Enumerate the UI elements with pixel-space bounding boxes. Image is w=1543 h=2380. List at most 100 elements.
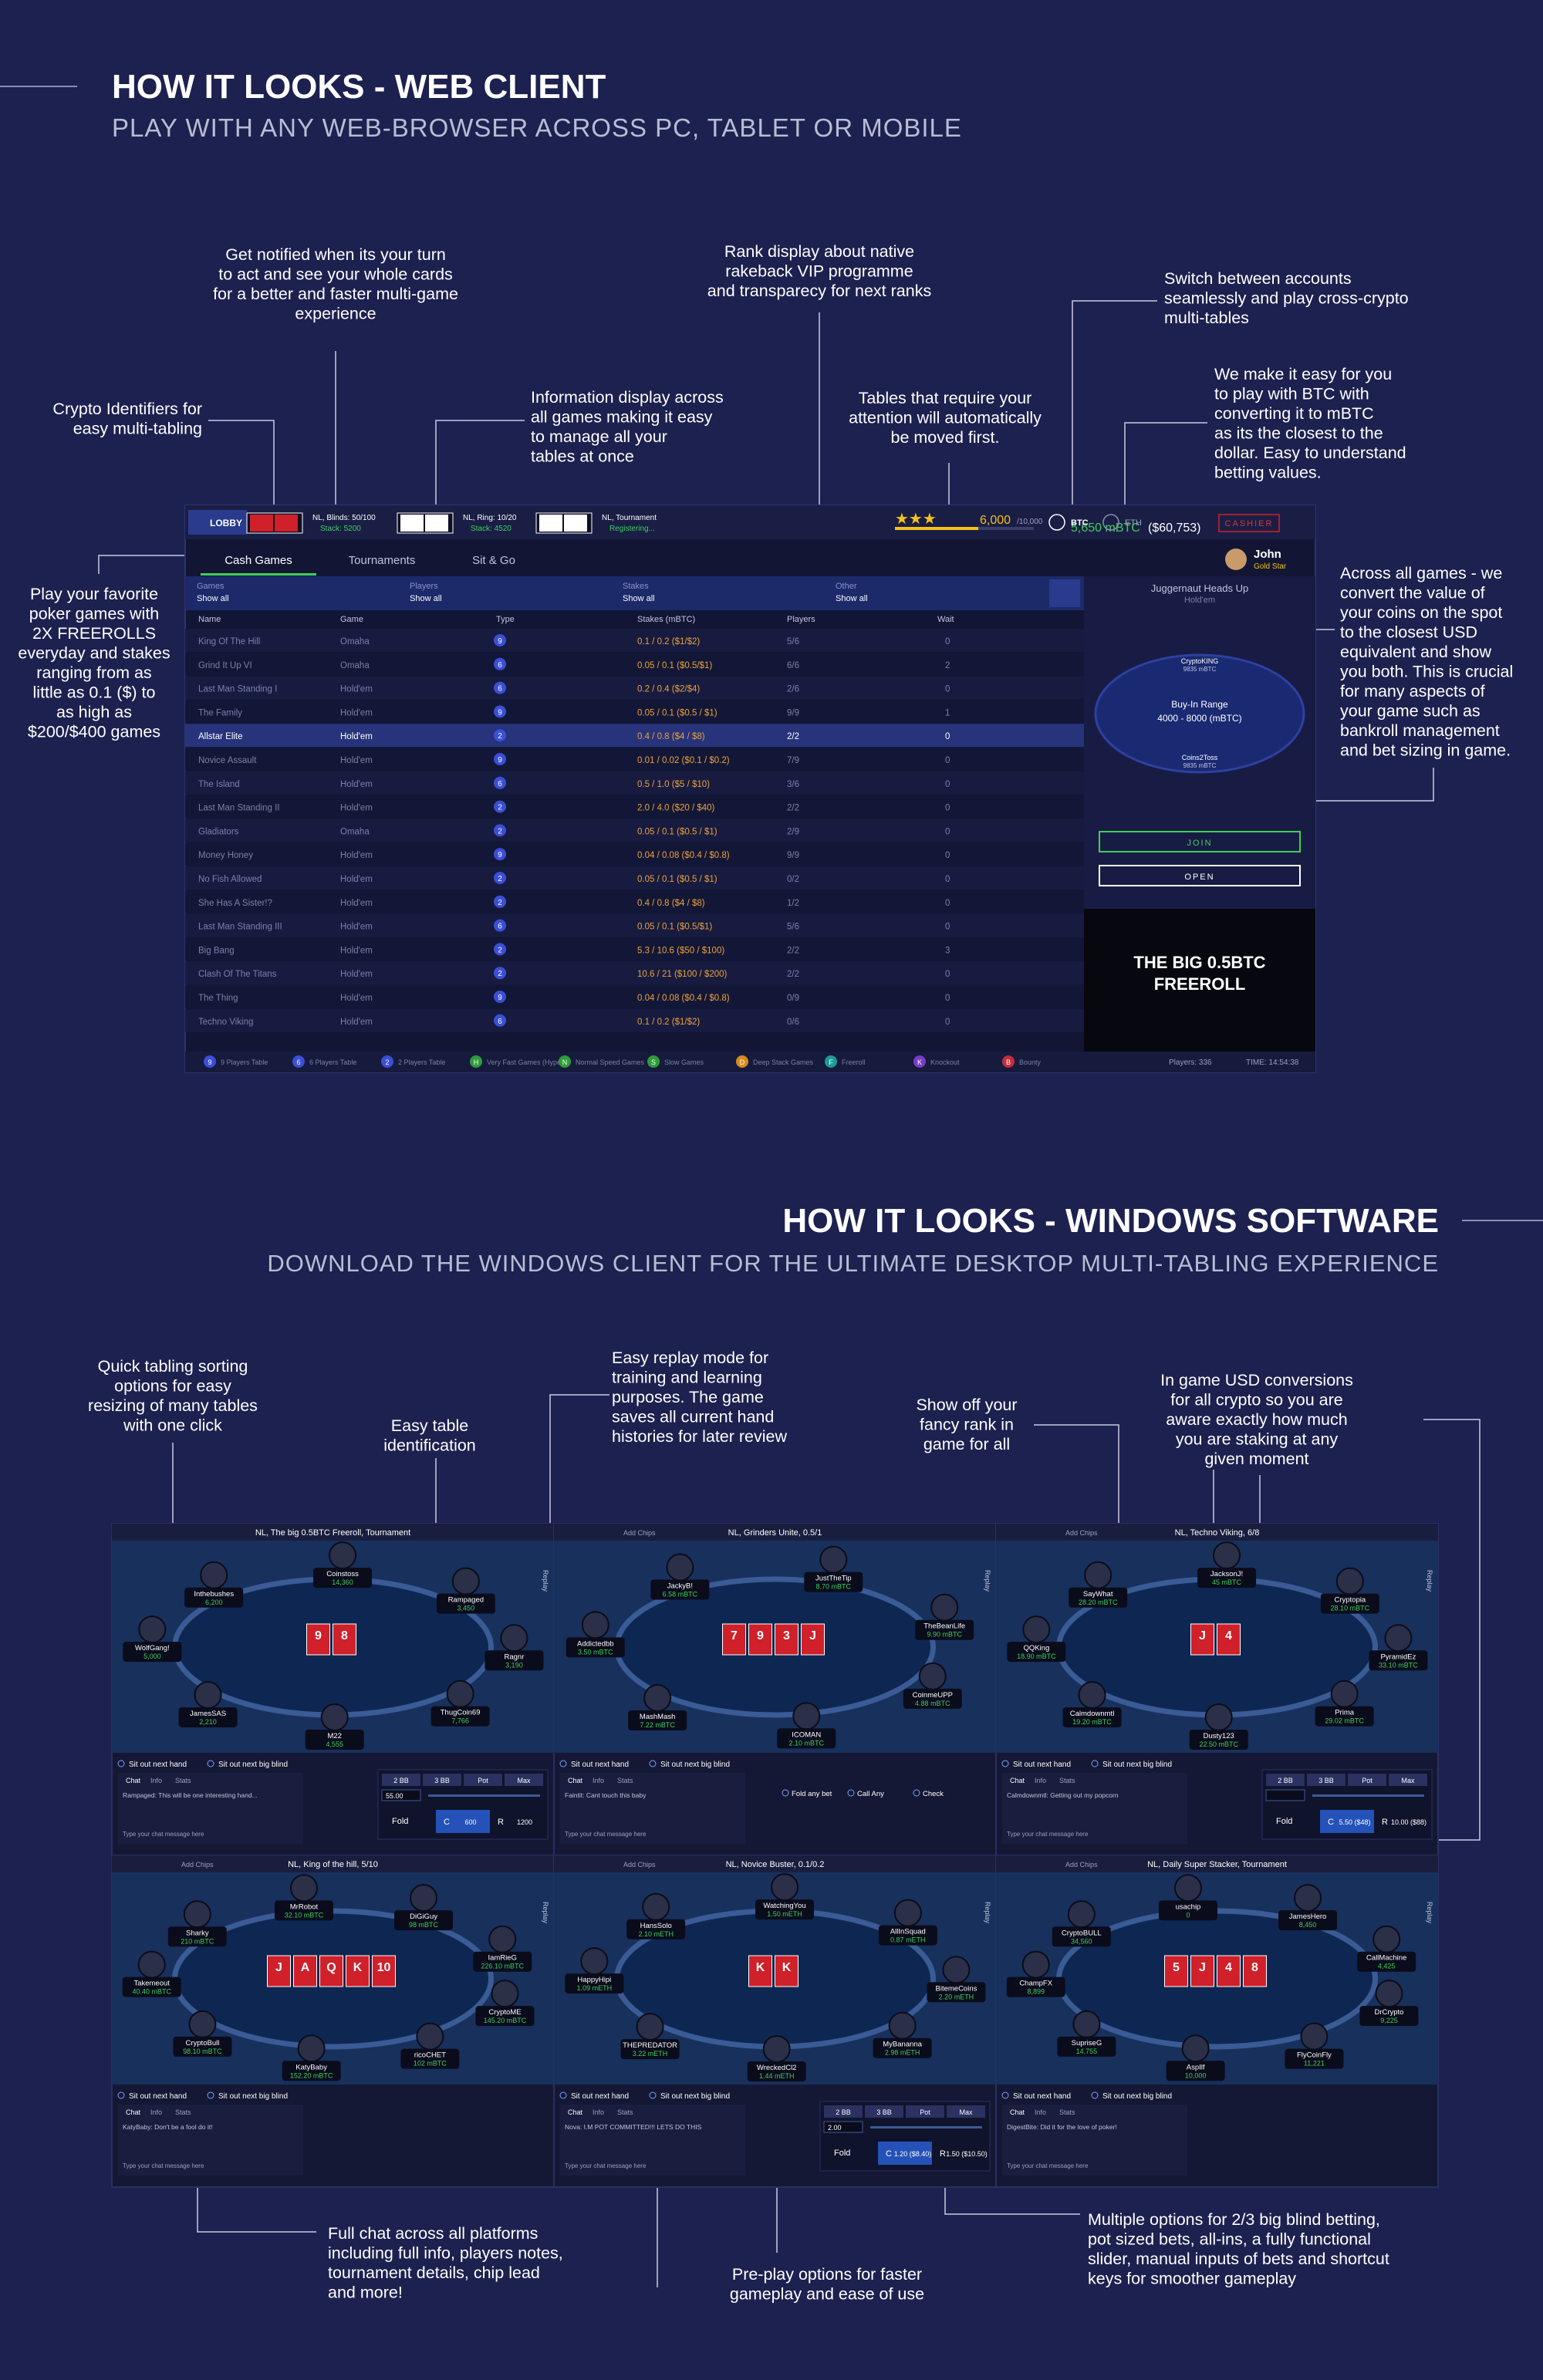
add-chips[interactable]: Add Chips — [623, 1861, 656, 1869]
chat-tab[interactable]: Chat — [1010, 1777, 1025, 1784]
fold-button[interactable]: Fold — [834, 2149, 850, 2158]
checkbox[interactable] — [207, 2091, 214, 2099]
bet-button[interactable] — [423, 1774, 461, 1786]
chat-tab[interactable]: Info — [593, 1777, 604, 1784]
checkbox[interactable] — [559, 1760, 567, 1767]
fold-button[interactable]: Fold — [1276, 1817, 1292, 1826]
checkbox[interactable] — [649, 2091, 657, 2099]
tab[interactable]: Cash Games — [225, 554, 292, 567]
add-chips[interactable]: Add Chips — [1065, 1529, 1098, 1537]
bet-button[interactable] — [947, 2105, 985, 2118]
bet-button[interactable] — [906, 2105, 944, 2118]
bet-button[interactable] — [1266, 1774, 1305, 1786]
bet-button[interactable] — [464, 1774, 502, 1786]
table-row[interactable] — [185, 866, 1084, 890]
replay-button[interactable]: Replay — [1426, 1902, 1433, 1924]
bet-button[interactable] — [382, 1774, 420, 1786]
checkbox[interactable] — [847, 1789, 855, 1797]
checkbox[interactable] — [207, 1760, 214, 1767]
table-row[interactable] — [185, 629, 1084, 652]
chat-tab[interactable]: Stats — [1059, 1777, 1075, 1784]
checkbox[interactable] — [1001, 2091, 1009, 2099]
raise-label[interactable]: R — [940, 2149, 946, 2159]
chat-tab[interactable]: Chat — [126, 1777, 141, 1784]
chat-tab[interactable]: Stats — [617, 1777, 633, 1784]
chat-tab[interactable]: Chat — [1010, 2108, 1025, 2116]
raise-label[interactable]: R — [498, 1818, 504, 1827]
column-header[interactable]: Wait — [937, 615, 954, 624]
checkbox[interactable] — [1001, 1760, 1009, 1767]
cashier-button[interactable] — [1218, 514, 1280, 532]
tab[interactable]: Sit & Go — [472, 554, 515, 567]
table-row[interactable] — [185, 771, 1084, 795]
open-button[interactable] — [1099, 865, 1301, 886]
raise-label[interactable]: R — [1382, 1818, 1388, 1827]
table-row[interactable] — [185, 913, 1084, 937]
add-chips[interactable]: Add Chips — [181, 1861, 214, 1869]
chat-tab[interactable]: Info — [1035, 2108, 1046, 2116]
refresh-button[interactable] — [1049, 579, 1080, 607]
table-row[interactable] — [185, 1008, 1084, 1032]
checkbox[interactable] — [117, 2091, 125, 2099]
column-header[interactable]: Players — [787, 615, 815, 624]
call-button[interactable] — [878, 2142, 932, 2165]
chat-tab[interactable]: Chat — [568, 2108, 583, 2116]
chat-tab[interactable]: Stats — [175, 2108, 191, 2116]
call-button[interactable] — [436, 1810, 490, 1833]
chat-tab[interactable]: Info — [150, 2108, 162, 2116]
checkbox[interactable] — [1091, 1760, 1099, 1767]
filter-value[interactable]: Show all — [623, 594, 655, 603]
table-row[interactable] — [185, 700, 1084, 724]
column-header[interactable]: Name — [198, 615, 221, 624]
table-row[interactable] — [185, 842, 1084, 866]
chat-tab[interactable]: Chat — [126, 2108, 141, 2116]
add-chips[interactable]: Add Chips — [623, 1529, 656, 1537]
bet-button[interactable] — [505, 1774, 543, 1786]
chat-tab[interactable]: Info — [150, 1777, 162, 1784]
chat-tab[interactable]: Chat — [568, 1777, 583, 1784]
checkbox[interactable] — [559, 2091, 567, 2099]
table-row[interactable] — [185, 937, 1084, 961]
replay-button[interactable]: Replay — [542, 1570, 549, 1592]
table-row[interactable] — [185, 819, 1084, 842]
replay-button[interactable]: Replay — [1426, 1570, 1433, 1592]
fold-button[interactable]: Fold — [392, 1817, 408, 1826]
table-row[interactable] — [185, 890, 1084, 913]
call-button[interactable] — [1320, 1810, 1374, 1833]
chat-tab[interactable]: Stats — [1059, 2108, 1075, 2116]
replay-button[interactable]: Replay — [984, 1570, 991, 1592]
replay-button[interactable]: Replay — [984, 1902, 991, 1924]
bet-button[interactable] — [1307, 1774, 1345, 1786]
join-button[interactable] — [1099, 831, 1301, 852]
checkbox[interactable] — [649, 1760, 657, 1767]
filter-value[interactable]: Show all — [836, 594, 868, 603]
filter-value[interactable]: Show all — [410, 594, 442, 603]
bet-button[interactable] — [824, 2105, 863, 2118]
bet-button[interactable] — [1389, 1774, 1427, 1786]
currency-switch[interactable]: BTC — [1071, 518, 1089, 528]
chat-tab[interactable]: Stats — [175, 1777, 191, 1784]
chat-tab[interactable]: Info — [1035, 1777, 1046, 1784]
filter-value[interactable]: Show all — [197, 594, 229, 603]
table-row[interactable] — [185, 748, 1084, 771]
checkbox[interactable] — [117, 1760, 125, 1767]
tab[interactable]: Tournaments — [349, 554, 416, 567]
table-row[interactable] — [185, 795, 1084, 819]
chat-tab[interactable]: Stats — [617, 2108, 633, 2116]
checkbox[interactable] — [782, 1789, 789, 1797]
column-header[interactable]: Stakes (mBTC) — [637, 615, 695, 624]
bet-button[interactable] — [865, 2105, 903, 2118]
table-row[interactable] — [185, 961, 1084, 985]
lobby-button[interactable] — [188, 510, 247, 535]
add-chips[interactable]: Add Chips — [1065, 1861, 1098, 1869]
column-header[interactable]: Game — [340, 615, 363, 624]
table-row[interactable] — [185, 985, 1084, 1008]
replay-button[interactable]: Replay — [542, 1902, 549, 1924]
table-row[interactable] — [185, 652, 1084, 676]
checkbox[interactable] — [913, 1789, 920, 1797]
bet-button[interactable] — [1348, 1774, 1386, 1786]
currency-switch[interactable]: ETH — [1125, 518, 1142, 528]
column-header[interactable]: Type — [496, 615, 515, 624]
checkbox[interactable] — [1091, 2091, 1099, 2099]
table-row[interactable] — [185, 724, 1084, 748]
